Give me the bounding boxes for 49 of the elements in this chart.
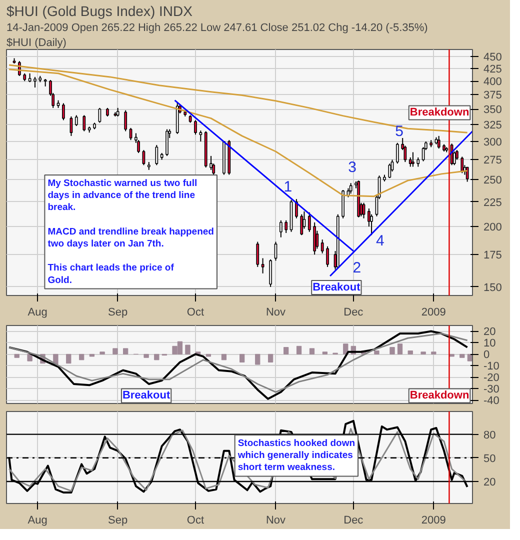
annotation: Breakdown [410, 106, 470, 119]
y-tick-label: 200 [484, 222, 502, 234]
y-tick-label: 250 [484, 174, 502, 187]
y-tick-label: -10 [484, 360, 500, 373]
x-tick-label: 2009 [421, 306, 446, 318]
x-tick-label: Dec [344, 514, 364, 526]
annotation: Stochastics hooked down which generally indicates short term weakness. [236, 438, 356, 474]
y-tick-label: 300 [484, 136, 502, 148]
y-tick-label: 0 [484, 349, 490, 362]
y-tick-label: 375 [484, 90, 502, 102]
annotation: 5 [395, 122, 404, 140]
x-tick-label: Dec [344, 306, 364, 318]
text: $HUI (Daily) [6, 37, 66, 49]
y-tick-label: 50 [484, 452, 496, 465]
y-tick-label: -40 [484, 395, 500, 408]
y-tick-label: 400 [484, 76, 502, 88]
x-tick-label: Oct [186, 514, 204, 526]
annotation: 1 [284, 178, 292, 196]
x-tick-label: Sep [108, 306, 128, 318]
x-tick-label: Aug [28, 514, 48, 526]
annotation: Breakout [122, 390, 170, 402]
x-tick-label: Aug [28, 306, 48, 318]
y-tick-label: 20 [484, 326, 496, 338]
y-tick-label: 275 [484, 154, 502, 167]
annotation: 3 [348, 158, 356, 176]
x-tick-label: Nov [266, 514, 286, 526]
y-tick-label: 325 [484, 120, 502, 132]
y-tick-label: 175 [484, 250, 502, 262]
annotation: Breakdown [410, 390, 470, 402]
y-tick-label: -20 [484, 372, 500, 384]
y-tick-label: 450 [484, 51, 502, 64]
y-tick-label: 10 [484, 338, 496, 350]
x-tick-label: Nov [266, 306, 286, 318]
annotation: 4 [376, 232, 384, 250]
y-tick-label: 150 [484, 282, 502, 294]
y-tick-label: 80 [484, 429, 496, 442]
x-tick-label: Oct [186, 306, 204, 318]
annotation: Breakout [312, 282, 361, 294]
y-tick-label: 225 [484, 196, 502, 209]
x-tick-label: 2009 [421, 514, 446, 526]
y-tick-label: 425 [484, 63, 502, 76]
chart-title: $HUI (Gold Bugs Index) INDX [6, 3, 194, 19]
annotation: 2 [352, 260, 362, 277]
y-tick-label: 20 [484, 476, 496, 488]
x-tick-label: Sep [108, 514, 128, 526]
chart-subtitle: 14-Jan-2009 Open 265.22 High 265.22 Low 247.61 Close 251.02 Chg -14.20 (-5.35%) [6, 22, 428, 34]
y-tick-label: -30 [484, 384, 500, 396]
text: My Stochastic warned us two full days in advance of the trend line break. MACD and trendline break happened two days later on Jan 7th. This chart leads the price of Gold. [48, 178, 214, 286]
y-tick-label: 350 [484, 104, 502, 116]
